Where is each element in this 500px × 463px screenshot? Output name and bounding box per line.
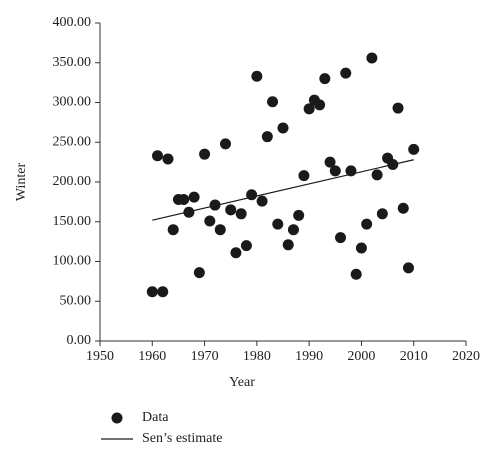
- data-point: [402, 262, 414, 274]
- trend-line: [152, 159, 414, 221]
- data-point: [272, 218, 284, 230]
- data-point: [408, 143, 420, 155]
- data-point: [256, 195, 268, 207]
- legend-label: Sen’s estimate: [142, 431, 223, 446]
- x-tick-label: 2010: [400, 349, 428, 364]
- x-tick-label: 1950: [86, 349, 114, 364]
- data-point: [267, 96, 279, 108]
- data-point: [314, 99, 326, 111]
- data-point: [157, 286, 169, 298]
- data-point: [235, 208, 247, 220]
- data-point: [303, 103, 315, 115]
- data-point: [240, 240, 252, 252]
- y-tick-label: 100.00: [53, 254, 92, 269]
- data-point: [199, 148, 211, 160]
- y-tick-label: 150.00: [53, 214, 92, 229]
- data-point: [204, 215, 216, 227]
- data-point: [376, 208, 388, 220]
- data-point: [287, 224, 299, 236]
- data-point: [324, 156, 336, 168]
- data-point: [298, 170, 310, 182]
- y-tick-label: 300.00: [53, 95, 92, 110]
- x-tick-label: 1970: [191, 349, 219, 364]
- data-point: [392, 102, 404, 114]
- data-point: [193, 267, 205, 279]
- data-point: [329, 165, 341, 177]
- y-tick-label: 250.00: [53, 134, 92, 149]
- data-point: [371, 169, 383, 181]
- data-point: [350, 268, 362, 280]
- data-point: [167, 224, 179, 236]
- data-point: [340, 67, 352, 79]
- x-tick-label: 2000: [347, 349, 375, 364]
- data-point: [319, 73, 331, 85]
- data-point: [219, 138, 231, 150]
- y-tick-label: 50.00: [60, 293, 92, 308]
- data-point: [261, 131, 273, 143]
- x-tick-label: 1990: [295, 349, 323, 364]
- y-tick-label: 400.00: [53, 15, 92, 30]
- data-point: [277, 122, 289, 134]
- y-axis-label: Winter: [14, 163, 29, 202]
- x-tick-label: 1960: [138, 349, 166, 364]
- y-tick-label: 350.00: [53, 55, 92, 70]
- x-tick-label: 1980: [243, 349, 271, 364]
- data-point: [146, 286, 158, 298]
- legend-label: Data: [142, 410, 169, 425]
- data-point: [162, 153, 174, 165]
- data-point: [230, 247, 242, 259]
- data-point: [366, 52, 378, 64]
- data-point: [335, 232, 347, 244]
- data-point: [214, 224, 226, 236]
- data-point: [293, 209, 305, 221]
- legend-symbol: [111, 412, 123, 424]
- data-point: [397, 202, 409, 214]
- data-point: [355, 242, 367, 254]
- y-tick-label: 200.00: [53, 174, 92, 189]
- data-point: [225, 204, 237, 216]
- y-tick-label: 0.00: [67, 333, 92, 348]
- data-point: [178, 193, 190, 205]
- data-point: [251, 70, 263, 82]
- x-axis-label: Year: [229, 375, 255, 390]
- data-point: [188, 191, 200, 203]
- data-point: [152, 150, 164, 162]
- data-point: [361, 218, 373, 230]
- x-tick-label: 2020: [452, 349, 480, 364]
- data-point: [282, 239, 294, 251]
